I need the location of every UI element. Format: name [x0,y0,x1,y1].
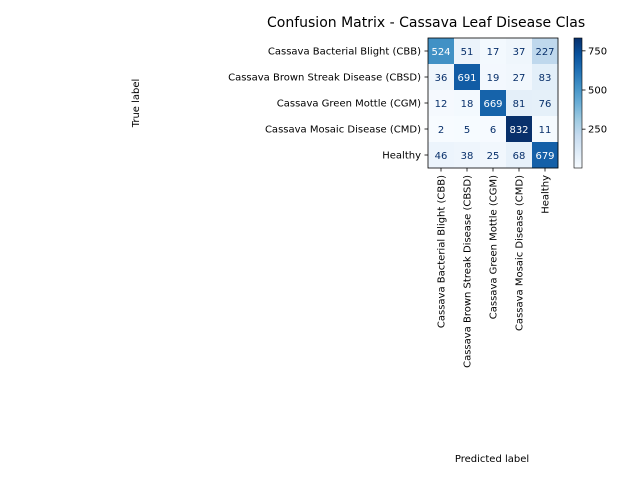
heatmap-cell-r2-c3 [506,90,533,117]
heatmap-cell-r0-c4 [532,38,559,65]
x-tick-label-2: Cassava Green Mottle (CGM) [489,175,500,319]
heatmap-cell-r4-c1 [454,142,481,169]
cell-value-r1-c2: 19 [487,73,500,84]
cell-value-r1-c4: 83 [539,73,552,84]
x-tick-label-0: Cassava Bacterial Blight (CBB) [437,175,448,328]
cell-value-r3-c3: 832 [509,125,528,136]
heatmap-cell-r4-c4 [532,142,559,169]
heatmap-cell-r1-c2 [480,64,507,91]
x-tick-label-4: Healthy [541,175,552,214]
heatmap-cell-r3-c2 [480,116,507,143]
y-axis-ticks: Cassava Bacterial Blight (CBB) Cassava Br… [228,47,428,162]
chart-title: Confusion Matrix - Cassava Leaf Disease … [267,15,585,31]
y-tick-label-4: Healthy [382,151,421,162]
cell-value-r3-c2: 6 [490,125,496,136]
cell-value-r0-c3: 37 [513,47,526,58]
cell-value-r4-c3: 68 [513,151,526,162]
cell-value-r0-c1: 51 [461,47,474,58]
heatmap-cell-r3-c4 [532,116,559,143]
cell-value-r0-c0: 524 [431,47,450,58]
cell-value-r2-c1: 18 [461,99,474,110]
cell-value-r1-c3: 27 [513,73,526,84]
colorbar-tick-label-0: 250 [588,125,607,136]
x-axis-ticks: Cassava Bacterial Blight (CBB) Cassava Br… [437,168,552,368]
x-tick-label-1: Cassava Brown Streak Disease (CBSD) [463,175,474,368]
cell-value-r3-c0: 2 [438,125,444,136]
heatmap-cell-r4-c3 [506,142,533,169]
heatmap-cell-r1-c0 [428,64,455,91]
colorbar [573,37,583,169]
heatmap-cell-r1-c3 [506,64,533,91]
heatmap-cell-r1-c4 [532,64,559,91]
cell-value-r1-c0: 36 [435,73,448,84]
heatmap-cell-r4-c2 [480,142,507,169]
heatmap-cell-r2-c0 [428,90,455,117]
heatmap-cell-r0-c0 [428,38,455,65]
cell-value-r3-c1: 5 [464,125,470,136]
colorbar-ticks: 250 500 750 [582,46,607,136]
heatmap-cells [428,38,559,169]
x-axis-label: Predicted label [455,454,529,465]
heatmap-cell-r0-c2 [480,38,507,65]
cell-value-r1-c1: 691 [457,73,476,84]
colorbar-tick-label-2: 750 [588,46,607,57]
heatmap-cell-r2-c2 [480,90,507,117]
heatmap-cell-r1-c1 [454,64,481,91]
cell-value-r2-c3: 81 [513,99,526,110]
x-tick-label-3: Cassava Mosaic Disease (CMD) [515,175,526,331]
heatmap-cell-r2-c1 [454,90,481,117]
colorbar-tick-label-1: 500 [588,86,607,97]
cell-value-r0-c2: 17 [487,47,500,58]
cell-value-r4-c4: 679 [535,151,554,162]
heatmap-cell-r0-c1 [454,38,481,65]
heatmap-cell-r3-c1 [454,116,481,143]
heatmap-cell-r3-c3 [506,116,533,143]
heatmap-cell-r3-c0 [428,116,455,143]
y-tick-label-1: Cassava Brown Streak Disease (CBSD) [228,73,421,84]
y-tick-label-2: Cassava Green Mottle (CGM) [277,99,421,110]
heatmap-cell-r2-c4 [532,90,559,117]
cell-value-r4-c2: 25 [487,151,500,162]
cell-value-r3-c4: 11 [539,125,552,136]
heatmap-cell-r0-c3 [506,38,533,65]
heatmap-cell-r4-c0 [428,142,455,169]
cell-value-r4-c0: 46 [435,151,448,162]
y-tick-label-0: Cassava Bacterial Blight (CBB) [268,47,421,58]
cell-value-r0-c4: 227 [535,47,554,58]
cell-value-r2-c4: 76 [539,99,552,110]
y-tick-label-3: Cassava Mosaic Disease (CMD) [265,125,421,136]
cell-value-r4-c1: 38 [461,151,474,162]
cell-value-r2-c0: 12 [435,99,448,110]
y-axis-label: True label [131,79,142,129]
cell-value-r2-c2: 669 [483,99,502,110]
